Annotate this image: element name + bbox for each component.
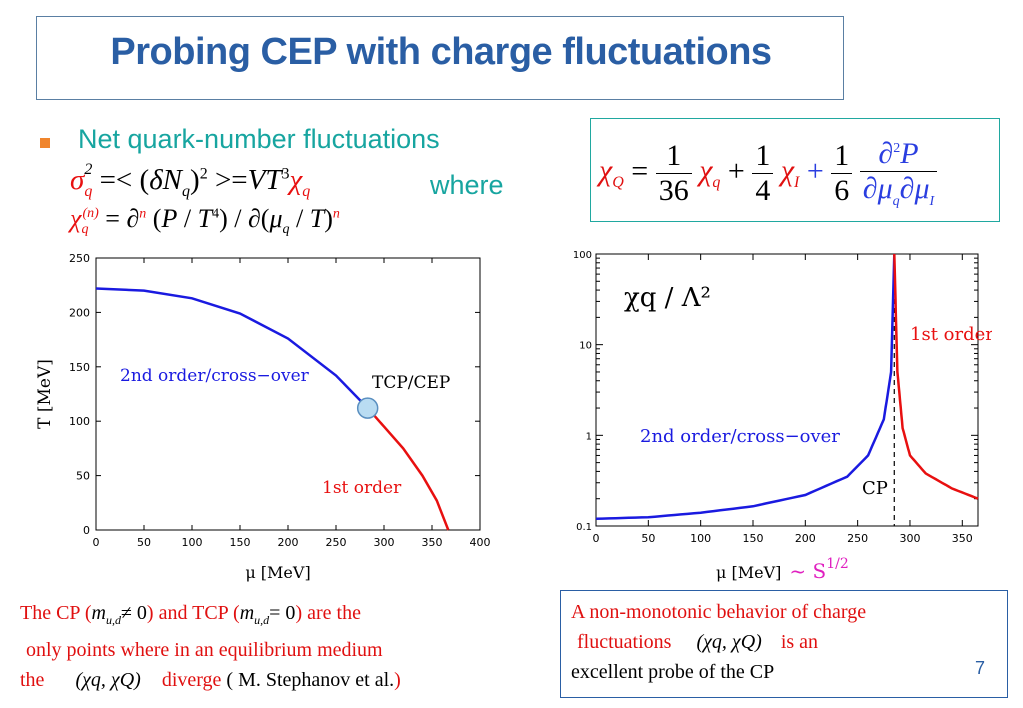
first-order-curve (366, 407, 450, 531)
left-x-tick-label: 300 (374, 536, 395, 549)
left-plot-frame (95, 257, 481, 531)
right-x-tick-label: 150 (742, 532, 763, 545)
right-x-tick-label: 300 (899, 532, 920, 545)
note-text: diverge (161, 669, 222, 691)
chi-pair: (χq, χQ) (75, 669, 141, 691)
bullet-marker (40, 138, 50, 148)
citation: ( M. Stephanov et al. (226, 669, 395, 691)
fluctuation-equation: σq2 =< (δNq)2 >=VT3χq (70, 161, 311, 200)
bullet-text: Net quark-number fluctuations (78, 124, 440, 154)
right-plot-frame (595, 253, 979, 527)
susceptibility-definition: χq(n) = ∂n (P / T4) / ∂(μq / T)n (70, 204, 340, 238)
right-y-tick-label: 1 (586, 431, 592, 442)
tcp-point (356, 397, 379, 419)
chi-pair: (χq, χQ) (696, 631, 762, 653)
left-x-axis-label: μ [MeV] (245, 563, 310, 582)
right-crossover-label: 2nd order/cross−over (640, 426, 840, 447)
right-x-tick-label: 100 (690, 532, 711, 545)
left-note-line2: only points where in an equilibrium medi… (26, 639, 383, 661)
crossover-susceptibility-curve (595, 253, 896, 521)
note-text: is an (780, 631, 819, 653)
note-text: ) (394, 669, 401, 691)
left-x-tick-label: 100 (182, 536, 203, 549)
left-phase-diagram: 0 50 100 150 200 250 0 50 100 150 200 250 300 350 400… (35, 252, 491, 582)
note-text: The CP ( (20, 602, 92, 624)
left-x-tick-label: 200 (278, 536, 299, 549)
left-note-line1: The CP (mu,d≠ 0) and TCP (mu,d= 0) are t… (20, 598, 550, 635)
right-note-box: A non-monotonic behavior of charge fluct… (560, 590, 1008, 698)
left-y-axis-label: T [MeV] (35, 359, 55, 429)
cp-label: CP (862, 478, 888, 499)
right-y-tick-label: 0.1 (576, 522, 592, 533)
left-note-line3: the (χq, χQ) diverge ( M. Stephanov et a… (20, 665, 550, 695)
page-number: 7 (975, 658, 986, 678)
left-x-tick-label: 350 (422, 536, 443, 549)
right-note-line2: fluctuations (χq, χQ) is an (571, 627, 1001, 657)
right-y-tick-label: 10 (579, 341, 592, 352)
right-x-tick-label: 50 (641, 532, 655, 545)
mass-symbol: m (91, 602, 106, 624)
note-text: ) are the (295, 602, 361, 624)
eq-zero: = 0 (269, 602, 296, 624)
left-x-tick-label: 250 (326, 536, 347, 549)
right-x-tick-label: 250 (847, 532, 868, 545)
crossover-curve (95, 287, 369, 409)
note-text: fluctuations (577, 631, 672, 653)
neq-zero: ≠ 0 (120, 602, 147, 624)
mass-symbol: m (239, 602, 255, 624)
first-order-susceptibility-curve (893, 253, 979, 500)
crossover-label: 2nd order/cross−over (120, 366, 310, 386)
where-text: where (430, 170, 504, 200)
right-x-tick-label: 0 (593, 532, 600, 545)
note-text: ) and TCP ( (146, 602, 240, 624)
left-note: The CP (mu,d≠ 0) and TCP (mu,d= 0) are t… (20, 598, 550, 695)
mass-subscript: u,d (105, 613, 121, 627)
left-y-tick-label: 150 (69, 361, 90, 374)
right-note: A non-monotonic behavior of charge fluct… (571, 597, 1001, 687)
left-x-tick-label: 0 (93, 536, 100, 549)
note-text: the (20, 669, 45, 691)
right-y-tick-label: 100 (573, 250, 592, 261)
left-x-tick-label: 150 (230, 536, 251, 549)
left-y-tick-label: 0 (83, 524, 90, 537)
first-order-label: 1st order (322, 478, 402, 498)
right-chart-title: χq / Λ² (624, 283, 711, 313)
slide-title: Probing CEP with charge fluctuations (110, 31, 772, 73)
right-note-line1: A non-monotonic behavior of charge (571, 601, 867, 623)
left-y-tick-label: 100 (69, 415, 90, 428)
mass-subscript: u,d (254, 613, 270, 627)
left-y-tick-label: 50 (76, 470, 90, 483)
right-note-line3: excellent probe of the CP (571, 661, 775, 683)
title-box: Probing CEP with charge fluctuations (36, 16, 844, 100)
left-y-tick-label: 250 (69, 252, 90, 265)
right-x-tick-label: 350 (952, 532, 973, 545)
right-x-tick-label: 200 (795, 532, 816, 545)
tcp-label: TCP/CEP (372, 373, 450, 393)
left-x-tick-label: 50 (137, 536, 151, 549)
left-x-tick-label: 400 (470, 536, 491, 549)
right-x-axis-label: μ [MeV] ~ S1/2 (716, 556, 849, 583)
left-y-tick-label: 200 (69, 306, 90, 319)
right-first-order-label: 1st order (910, 324, 992, 345)
